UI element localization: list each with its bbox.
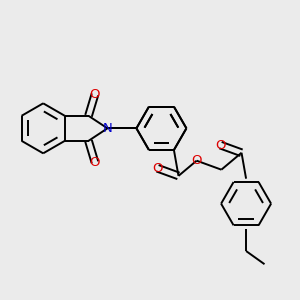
Text: O: O <box>90 156 100 169</box>
Text: O: O <box>90 88 100 101</box>
Text: O: O <box>191 154 202 167</box>
Text: O: O <box>215 139 226 152</box>
Text: O: O <box>152 162 163 175</box>
Text: N: N <box>103 122 112 135</box>
